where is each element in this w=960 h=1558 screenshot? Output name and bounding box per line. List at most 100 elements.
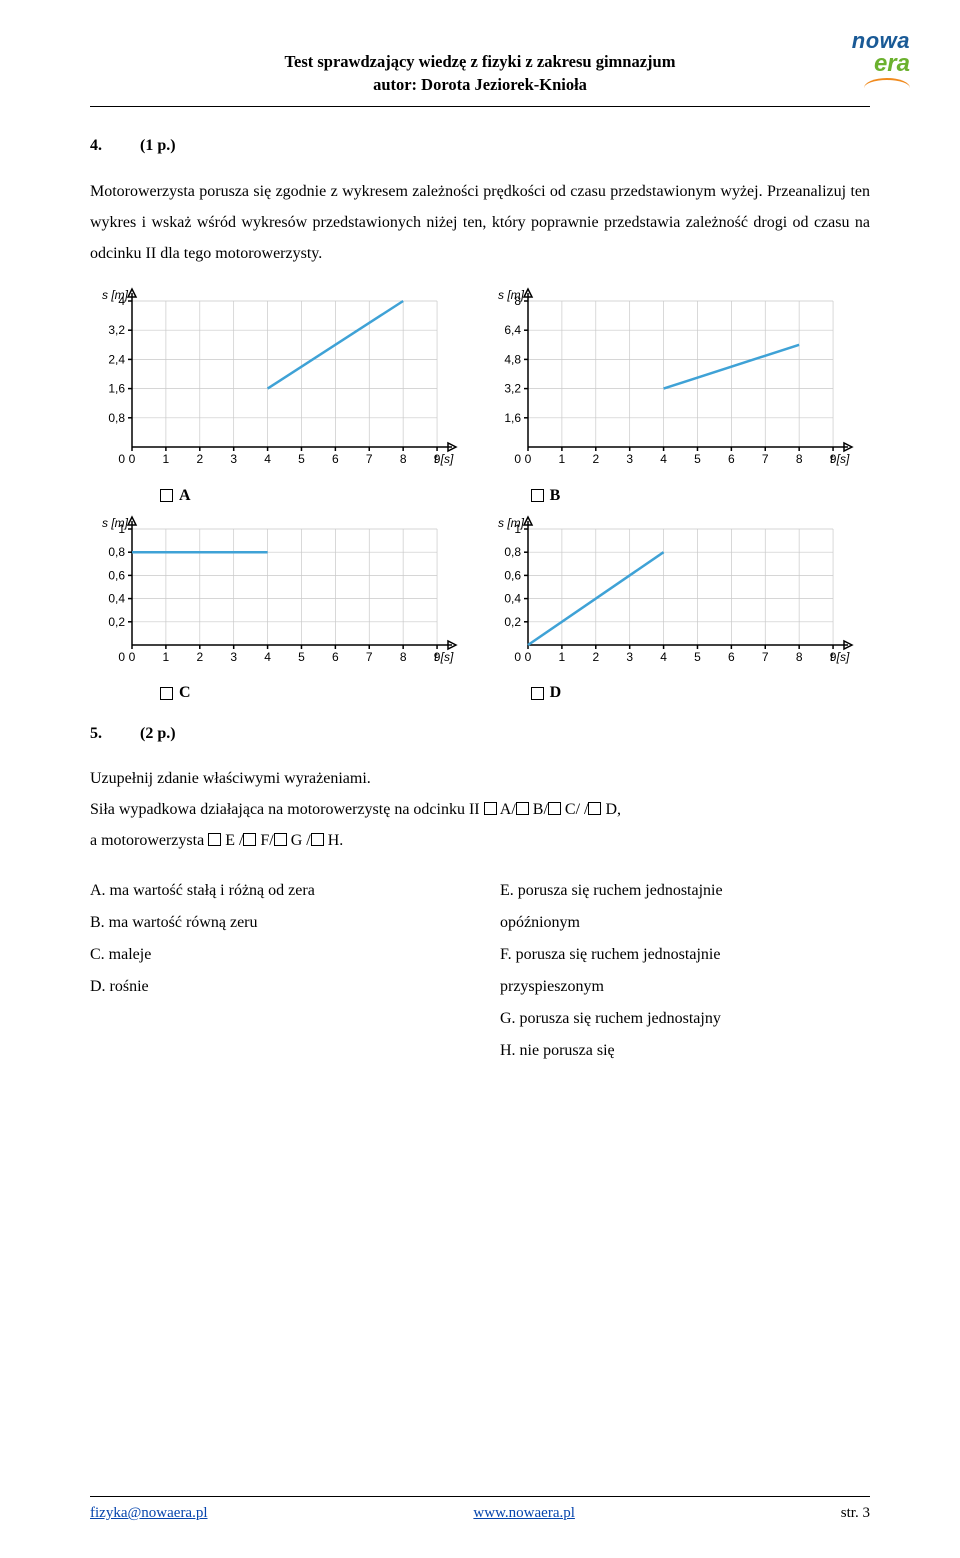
svg-text:0,2: 0,2 [108,615,125,629]
option-D-label: D [550,682,562,704]
q5-line3: a motorowerzysta E / F/ G / H. [90,825,870,856]
q4-text: Motorowerzysta porusza się zgodnie z wyk… [90,176,870,270]
option-D[interactable]: D [531,682,562,704]
q5-points: (2 p.) [140,725,176,742]
svg-text:4: 4 [264,452,271,466]
svg-text:4,8: 4,8 [504,353,521,367]
ans-A: A. ma wartość stałą i różną od zera [90,875,460,907]
svg-text:4: 4 [660,650,667,664]
answers-right: E. porusza się ruchem jednostajnie opóźn… [500,875,870,1067]
ans-G: G. porusza się ruchem jednostajny [500,1003,870,1035]
svg-text:3: 3 [230,452,237,466]
svg-text:0: 0 [118,452,125,466]
svg-text:7: 7 [366,452,373,466]
svg-text:0: 0 [118,650,125,664]
q4-number: 4. [90,135,136,157]
svg-text:t [s]: t [s] [830,650,850,664]
footer-email[interactable]: fizyka@nowaera.pl [90,1503,208,1524]
chart-B: 01234567891,63,24,86,480s [m]t [s] [486,283,856,480]
svg-text:4: 4 [660,452,667,466]
svg-text:8: 8 [400,650,407,664]
svg-text:8: 8 [796,452,803,466]
svg-text:6: 6 [332,452,339,466]
chart-A: 01234567890,81,62,43,240s [m]t [s] [90,283,460,480]
svg-text:4: 4 [264,650,271,664]
header-rule [90,106,870,107]
ans-F2: przyspieszonym [500,971,870,1003]
svg-text:3,2: 3,2 [108,323,125,337]
ans-E2: opóźnionym [500,907,870,939]
footer-url[interactable]: www.nowaera.pl [473,1503,575,1524]
svg-text:0,6: 0,6 [504,568,521,582]
svg-text:3: 3 [626,452,633,466]
svg-text:2: 2 [196,650,203,664]
svg-text:0,6: 0,6 [108,568,125,582]
q5-number: 5. [90,723,136,745]
svg-text:6: 6 [728,650,735,664]
svg-text:s [m]: s [m] [102,516,129,530]
svg-text:1: 1 [163,452,170,466]
svg-text:0,4: 0,4 [504,592,521,606]
svg-text:0,2: 0,2 [504,615,521,629]
svg-text:7: 7 [366,650,373,664]
checkbox-icon [531,687,544,700]
svg-text:t [s]: t [s] [830,452,850,466]
svg-text:1,6: 1,6 [504,411,521,425]
svg-text:6: 6 [728,452,735,466]
ans-B: B. ma wartość równą zeru [90,907,460,939]
footer-page: str. 3 [841,1503,870,1524]
option-C[interactable]: C [160,682,191,704]
title-line-2: autor: Dorota Jeziorek-Knioła [90,73,870,96]
option-A[interactable]: A [160,485,191,507]
option-B[interactable]: B [531,485,561,507]
svg-text:3: 3 [626,650,633,664]
svg-text:0: 0 [129,650,136,664]
option-B-label: B [550,485,561,507]
svg-text:3,2: 3,2 [504,382,521,396]
svg-text:1: 1 [559,452,566,466]
ans-H: H. nie porusza się [500,1035,870,1067]
svg-text:2,4: 2,4 [108,353,125,367]
svg-text:3: 3 [230,650,237,664]
checkbox-icon [531,489,544,502]
ans-F1: F. porusza się ruchem jednostajnie [500,939,870,971]
svg-text:5: 5 [694,452,701,466]
page-footer: fizyka@nowaera.pl www.nowaera.pl str. 3 [90,1490,870,1524]
svg-text:t [s]: t [s] [434,650,454,664]
svg-text:8: 8 [796,650,803,664]
svg-text:2: 2 [592,452,599,466]
svg-text:1: 1 [559,650,566,664]
title-line-1: Test sprawdzający wiedzę z fizyki z zakr… [90,50,870,73]
q4-points: (1 p.) [140,137,176,154]
ans-E1: E. porusza się ruchem jednostajnie [500,875,870,907]
option-C-label: C [179,682,191,704]
svg-text:0,8: 0,8 [108,545,125,559]
svg-text:0: 0 [514,650,521,664]
ans-C: C. maleje [90,939,460,971]
svg-text:6,4: 6,4 [504,323,521,337]
svg-text:1,6: 1,6 [108,382,125,396]
svg-text:2: 2 [196,452,203,466]
svg-text:7: 7 [762,452,769,466]
svg-text:2: 2 [592,650,599,664]
svg-text:s [m]: s [m] [102,288,129,302]
svg-text:6: 6 [332,650,339,664]
svg-text:1: 1 [163,650,170,664]
chart-D: 01234567890,20,40,60,810s [m]t [s] [486,511,856,678]
chart-C: 01234567890,20,40,60,810s [m]t [s] [90,511,460,678]
svg-text:8: 8 [400,452,407,466]
answers-left: A. ma wartość stałą i różną od zera B. m… [90,875,460,1067]
svg-text:0,8: 0,8 [504,545,521,559]
svg-text:7: 7 [762,650,769,664]
svg-text:t [s]: t [s] [434,452,454,466]
svg-text:0: 0 [514,452,521,466]
logo-text-2: era [874,50,910,77]
svg-text:s [m]: s [m] [498,516,525,530]
q5-line1: Uzupełnij zdanie właściwymi wyrażeniami. [90,763,870,794]
ans-D: D. rośnie [90,971,460,1003]
svg-text:s [m]: s [m] [498,288,525,302]
svg-text:0: 0 [525,650,532,664]
publisher-logo: nowa era [852,30,910,92]
svg-text:0,8: 0,8 [108,411,125,425]
svg-text:0,4: 0,4 [108,592,125,606]
